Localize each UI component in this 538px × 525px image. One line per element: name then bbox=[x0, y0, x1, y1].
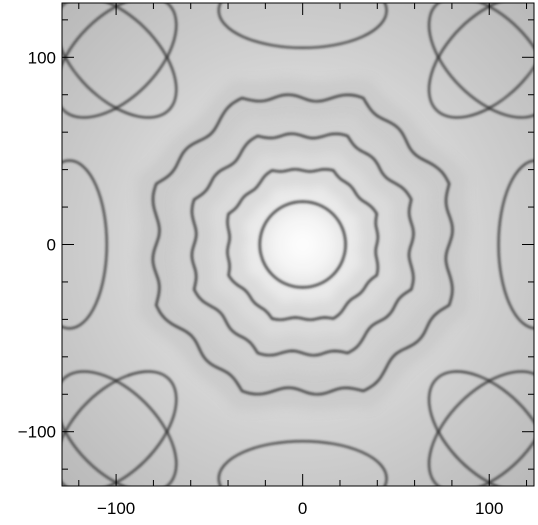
edge-contour bbox=[62, 159, 108, 330]
lobe-contour bbox=[62, 3, 178, 119]
axis-tick-labels: −100 0 100 −100 0 100 bbox=[18, 48, 504, 518]
corner-lobe bbox=[428, 370, 534, 486]
x-tick-label: 100 bbox=[475, 499, 503, 518]
contour-ring bbox=[258, 200, 347, 289]
x-tick-label: −100 bbox=[97, 499, 135, 518]
lobe-contour bbox=[428, 370, 534, 486]
edge-contour bbox=[217, 440, 388, 486]
heatmap-image bbox=[62, 3, 534, 486]
y-tick-label: −100 bbox=[18, 423, 56, 442]
interference-contours bbox=[62, 3, 534, 486]
lobe-contour bbox=[62, 370, 178, 486]
lobe-contour bbox=[428, 3, 534, 119]
y-tick-label: 0 bbox=[47, 236, 56, 255]
heatmap-center bbox=[259, 201, 346, 288]
lobe-contour bbox=[62, 3, 178, 119]
corner-lobe bbox=[428, 3, 534, 119]
contour-ring bbox=[190, 132, 415, 357]
edge-contour bbox=[497, 159, 534, 330]
y-tick-label: 100 bbox=[28, 48, 56, 67]
corner-lobe bbox=[62, 370, 178, 486]
lobe-contour bbox=[428, 370, 534, 486]
x-tick-label: 0 bbox=[298, 499, 307, 518]
corner-lobe bbox=[62, 3, 178, 119]
contour-ring bbox=[151, 93, 454, 396]
edge-contour bbox=[217, 3, 388, 49]
axis-ticks bbox=[62, 3, 534, 486]
contour-ring bbox=[226, 168, 380, 321]
lobe-contour bbox=[428, 3, 534, 119]
lobe-contour bbox=[62, 370, 178, 486]
